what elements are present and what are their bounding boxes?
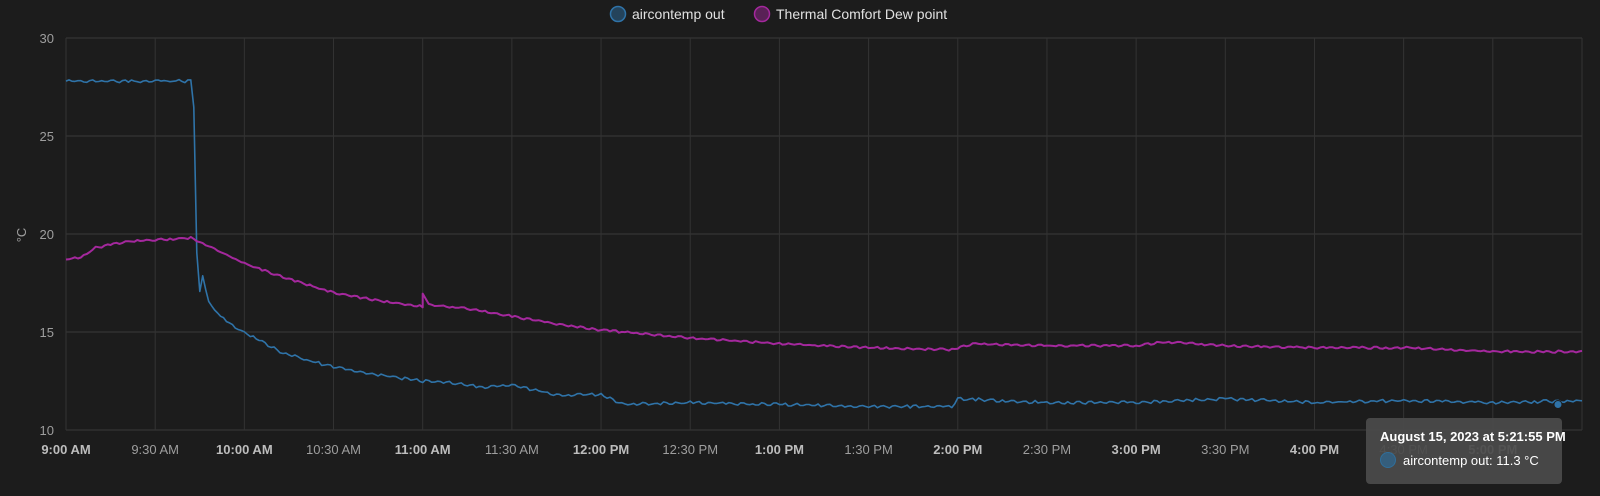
y-axis-label: °C xyxy=(14,228,29,243)
tooltip-row: aircontemp out: 11.3 °C xyxy=(1380,452,1562,468)
legend-swatch xyxy=(753,5,771,23)
y-tick-label: 25 xyxy=(40,129,54,144)
x-tick-label: 9:00 AM xyxy=(41,442,90,457)
chart-grid xyxy=(65,37,1583,431)
y-tick-label: 15 xyxy=(40,325,54,340)
x-tick-label: 2:00 PM xyxy=(933,442,982,457)
y-axis-ticks: 30 25 20 15 10 xyxy=(40,31,54,438)
x-tick-label: 11:30 AM xyxy=(485,442,539,457)
tooltip-value: aircontemp out: 11.3 °C xyxy=(1403,452,1539,468)
x-tick-label: 10:00 AM xyxy=(216,442,273,457)
hover-marker xyxy=(1553,400,1563,410)
x-tick-label: 12:30 PM xyxy=(662,442,718,457)
chart-legend: aircontemp out Thermal Comfort Dew point xyxy=(609,5,948,23)
x-tick-label: 12:00 PM xyxy=(573,442,629,457)
legend-item-aircontemp-out[interactable]: aircontemp out xyxy=(609,5,725,23)
legend-label: Thermal Comfort Dew point xyxy=(776,6,947,22)
series-line-dew-point xyxy=(65,235,1583,354)
y-tick-label: 10 xyxy=(40,423,54,438)
x-tick-label: 3:30 PM xyxy=(1201,442,1249,457)
x-tick-label: 1:30 PM xyxy=(844,442,892,457)
x-tick-label: 11:00 AM xyxy=(395,442,451,457)
y-tick-label: 20 xyxy=(40,227,54,242)
x-tick-label: 9:30 AM xyxy=(131,442,179,457)
legend-swatch xyxy=(609,5,627,23)
x-tick-label: 2:30 PM xyxy=(1023,442,1071,457)
series-line-aircontemp-out xyxy=(65,78,1583,409)
y-tick-label: 30 xyxy=(40,31,54,46)
legend-item-dew-point[interactable]: Thermal Comfort Dew point xyxy=(753,5,948,23)
chart-tooltip: August 15, 2023 at 5:21:55 PM aircontemp… xyxy=(1366,418,1566,484)
hover-point xyxy=(1553,400,1563,410)
x-tick-label: 10:30 AM xyxy=(306,442,361,457)
tooltip-series-swatch xyxy=(1380,452,1396,468)
tooltip-title: August 15, 2023 at 5:21:55 PM xyxy=(1380,429,1566,444)
legend-label: aircontemp out xyxy=(632,6,725,22)
x-axis-ticks: 9:00 AM 9:30 AM 10:00 AM 10:30 AM 11:00 AM 11… xyxy=(41,442,1517,457)
chart-series xyxy=(65,78,1583,409)
x-tick-label: 4:00 PM xyxy=(1290,442,1339,457)
x-tick-label: 1:00 PM xyxy=(755,442,804,457)
x-tick-label: 3:00 PM xyxy=(1112,442,1161,457)
